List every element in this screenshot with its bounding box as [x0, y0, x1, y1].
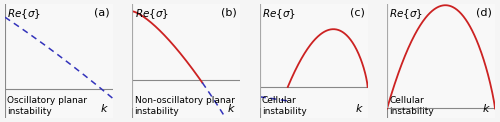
Text: $Re\{\sigma\}$: $Re\{\sigma\}$: [262, 7, 296, 21]
Text: $k$: $k$: [354, 102, 364, 114]
Text: (c): (c): [350, 7, 364, 17]
Text: $Re\{\sigma\}$: $Re\{\sigma\}$: [7, 7, 41, 21]
Text: (d): (d): [476, 7, 492, 17]
Text: Cellular
instability: Cellular instability: [262, 96, 306, 116]
Text: $k$: $k$: [482, 102, 490, 114]
Text: (a): (a): [94, 7, 110, 17]
Text: $k$: $k$: [227, 102, 236, 114]
Text: $Re\{\sigma\}$: $Re\{\sigma\}$: [134, 7, 168, 21]
Text: $Re\{\sigma\}$: $Re\{\sigma\}$: [389, 7, 424, 21]
Text: Oscillatory planar
instability: Oscillatory planar instability: [7, 96, 87, 116]
Text: Cellular
instability: Cellular instability: [389, 96, 434, 116]
Text: (b): (b): [222, 7, 237, 17]
Text: $k$: $k$: [100, 102, 108, 114]
Text: Non-oscillatory planar
instability: Non-oscillatory planar instability: [134, 96, 234, 116]
